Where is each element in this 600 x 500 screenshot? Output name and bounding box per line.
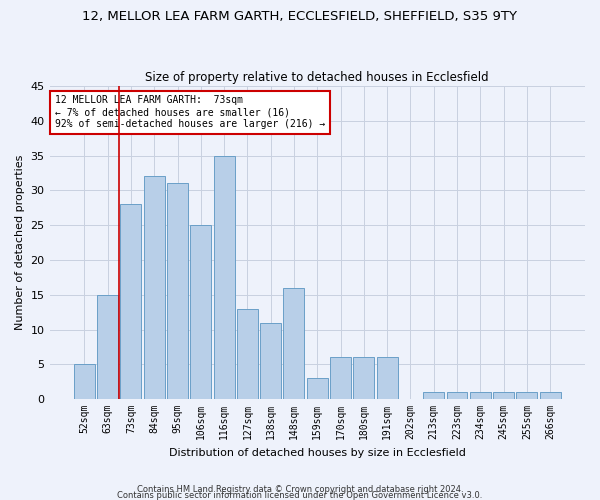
Bar — [517, 392, 538, 399]
Y-axis label: Number of detached properties: Number of detached properties — [15, 155, 25, 330]
Bar — [260, 322, 281, 399]
Bar — [190, 225, 211, 399]
Text: Contains HM Land Registry data © Crown copyright and database right 2024.: Contains HM Land Registry data © Crown c… — [137, 484, 463, 494]
Title: Size of property relative to detached houses in Ecclesfield: Size of property relative to detached ho… — [145, 70, 489, 84]
Bar — [377, 358, 398, 399]
Bar — [330, 358, 351, 399]
Bar — [423, 392, 444, 399]
Text: 12, MELLOR LEA FARM GARTH, ECCLESFIELD, SHEFFIELD, S35 9TY: 12, MELLOR LEA FARM GARTH, ECCLESFIELD, … — [83, 10, 517, 23]
Bar — [97, 294, 118, 399]
Bar — [470, 392, 491, 399]
Bar — [307, 378, 328, 399]
Bar — [74, 364, 95, 399]
Bar — [539, 392, 560, 399]
Bar — [237, 308, 258, 399]
Bar — [493, 392, 514, 399]
Text: 12 MELLOR LEA FARM GARTH:  73sqm
← 7% of detached houses are smaller (16)
92% of: 12 MELLOR LEA FARM GARTH: 73sqm ← 7% of … — [55, 96, 325, 128]
Bar — [353, 358, 374, 399]
X-axis label: Distribution of detached houses by size in Ecclesfield: Distribution of detached houses by size … — [169, 448, 466, 458]
Bar — [214, 156, 235, 399]
Bar — [167, 184, 188, 399]
Bar — [121, 204, 142, 399]
Bar — [446, 392, 467, 399]
Bar — [144, 176, 165, 399]
Bar — [283, 288, 304, 399]
Text: Contains public sector information licensed under the Open Government Licence v3: Contains public sector information licen… — [118, 490, 482, 500]
